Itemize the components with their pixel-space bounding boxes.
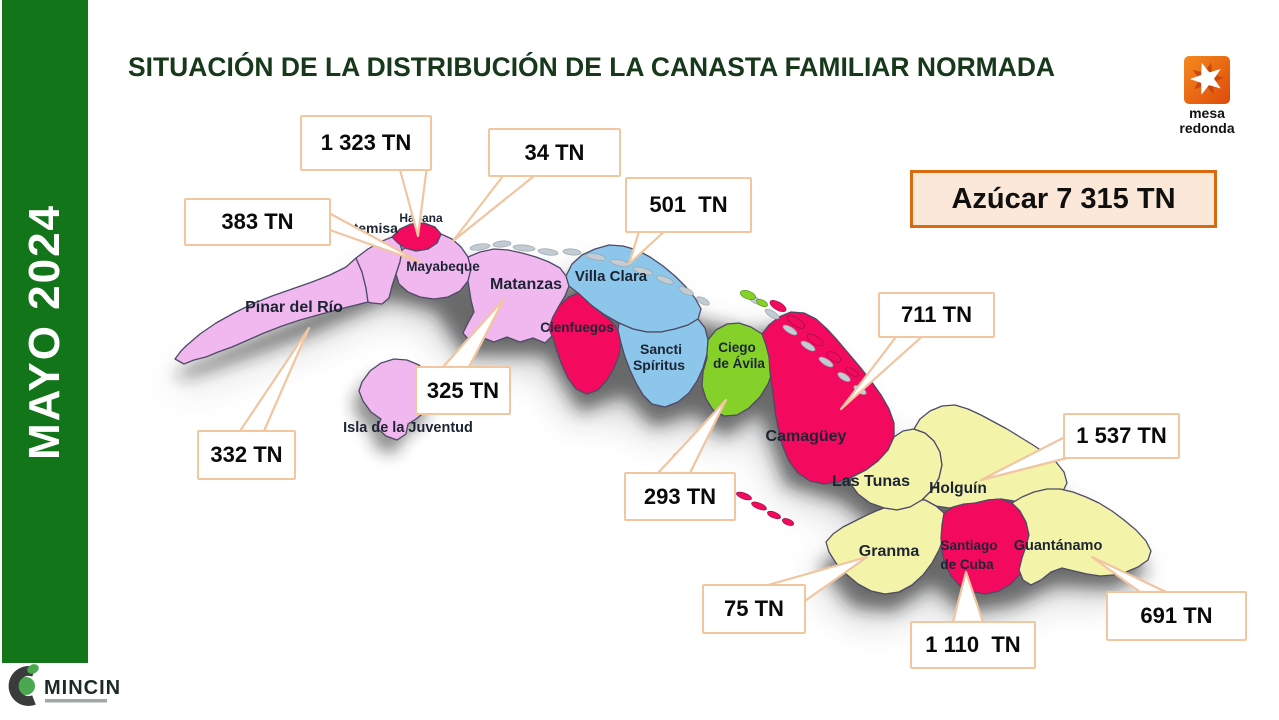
camaguey-cays: [736, 300, 859, 526]
callout-holguin: 1 537 TN: [1063, 413, 1180, 459]
label-holguin: Holguín: [929, 480, 987, 497]
month-sidebar: MAYO 2024: [2, 0, 88, 663]
label-isla-de-la-juventud: Isla de la Juventud: [343, 420, 473, 436]
mesa-redonda-star-icon: [1184, 56, 1230, 104]
pointer-mayabeque: [451, 170, 541, 243]
mincin-logo: MINCIN: [2, 660, 192, 718]
label-villa-clara: Villa Clara: [575, 268, 648, 285]
mincin-emblem-icon: MINCIN: [8, 664, 121, 706]
sugar-total-box: Azúcar 7 315 TN: [910, 170, 1217, 228]
north-coast-cays: [469, 240, 867, 395]
label-granma: Granma: [859, 543, 920, 560]
sugar-total-label: Azúcar 7 315 TN: [951, 182, 1176, 215]
province-granma: [825, 499, 947, 595]
page-title: SITUACIÓN DE LA DISTRIBUCIÓN DE LA CANAS…: [128, 52, 1056, 82]
label-matanzas: Matanzas: [490, 276, 562, 293]
callout-pinar-del-rio: 332 TN: [197, 430, 296, 480]
mincin-tagline-bar: [45, 699, 107, 703]
callout-guantanamo: 691 TN: [1106, 591, 1247, 641]
province-habana: [391, 222, 442, 252]
mincin-label: MINCIN: [44, 677, 121, 699]
label-ciego-2: de Ávila: [713, 356, 765, 371]
province-isla-de-la-juventud: [358, 358, 434, 441]
callout-santiago-de-cuba: 1 110 TN: [910, 621, 1036, 669]
mesa-redonda-word-2: redonda: [1179, 120, 1235, 136]
province-artemisa: [355, 236, 403, 305]
label-las-tunas: Las Tunas: [832, 473, 910, 490]
label-camaguey: Camagüey: [766, 428, 847, 445]
province-pinar-del-rio: [174, 257, 369, 365]
callout-matanzas: 325 TN: [415, 366, 511, 415]
mesa-redonda-logo: mesa redonda: [1168, 56, 1246, 136]
mesa-redonda-word-1: mesa: [1189, 105, 1225, 121]
label-guantanamo: Guantánamo: [1014, 538, 1103, 554]
callout-camaguey: 711 TN: [878, 292, 995, 338]
callout-villa-clara: 501 TN: [625, 177, 752, 233]
callout-ciego-de-avila: 293 TN: [624, 472, 736, 521]
label-ciego-1: Ciego: [718, 340, 756, 355]
label-pinar-del-rio: Pinar del Río: [245, 299, 343, 316]
label-mayabeque: Mayabeque: [406, 259, 480, 274]
label-sancti-spiritus-1: Sancti: [640, 341, 682, 357]
label-sancti-spiritus-2: Spíritus: [633, 357, 685, 373]
callout-habana: 1 323 TN: [300, 115, 432, 171]
province-cienfuegos: [548, 292, 622, 395]
label-cienfuegos: Cienfuegos: [540, 320, 614, 335]
province-guantanamo: [1011, 488, 1152, 586]
province-sancti-spiritus: [617, 318, 709, 408]
province-villa-clara: [565, 244, 702, 333]
callout-artemisa: 383 TN: [184, 198, 331, 246]
callout-granma: 75 TN: [702, 584, 806, 634]
callout-mayabeque: 34 TN: [488, 128, 621, 177]
label-santiago-1: Santiago: [940, 538, 997, 553]
province-ciego-de-avila: [701, 322, 775, 417]
label-santiago-2: de Cuba: [940, 557, 994, 572]
